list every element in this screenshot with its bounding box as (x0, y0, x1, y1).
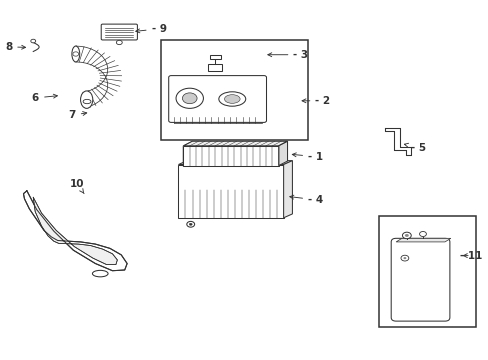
Polygon shape (23, 191, 127, 271)
Circle shape (176, 88, 203, 108)
Text: 10: 10 (69, 179, 84, 194)
Ellipse shape (81, 91, 93, 108)
Circle shape (186, 221, 194, 227)
Text: - 9: - 9 (136, 24, 166, 34)
Text: - 1: - 1 (292, 152, 323, 162)
Polygon shape (178, 161, 292, 165)
Text: 8: 8 (5, 42, 25, 52)
Circle shape (404, 234, 408, 237)
Circle shape (116, 40, 122, 45)
Bar (209, 55, 220, 59)
Ellipse shape (218, 92, 245, 106)
Circle shape (403, 257, 406, 259)
Circle shape (419, 231, 426, 237)
Bar (378, 216, 475, 327)
Polygon shape (283, 161, 292, 218)
Polygon shape (278, 141, 287, 166)
Bar (207, 64, 222, 71)
FancyBboxPatch shape (390, 238, 449, 321)
Polygon shape (395, 238, 450, 242)
Polygon shape (385, 128, 410, 155)
Text: - 4: - 4 (289, 195, 323, 205)
Bar (178, 165, 283, 218)
Text: - 5: - 5 (404, 143, 425, 153)
Polygon shape (33, 197, 117, 265)
FancyBboxPatch shape (168, 76, 266, 122)
Polygon shape (183, 141, 287, 146)
Text: 7: 7 (68, 110, 86, 120)
Circle shape (189, 223, 192, 225)
Bar (183, 146, 278, 166)
Ellipse shape (92, 270, 108, 277)
Ellipse shape (224, 95, 240, 103)
Ellipse shape (72, 46, 80, 62)
Text: - 3: - 3 (267, 50, 308, 60)
Circle shape (31, 39, 36, 43)
Circle shape (400, 255, 408, 261)
Text: - 2: - 2 (302, 96, 330, 106)
Text: - 11: - 11 (459, 251, 481, 261)
Circle shape (73, 52, 79, 56)
Bar (161, 40, 307, 140)
Ellipse shape (83, 99, 91, 104)
Text: 6: 6 (32, 93, 57, 103)
FancyBboxPatch shape (101, 24, 137, 40)
Circle shape (402, 232, 410, 239)
Circle shape (182, 93, 197, 104)
